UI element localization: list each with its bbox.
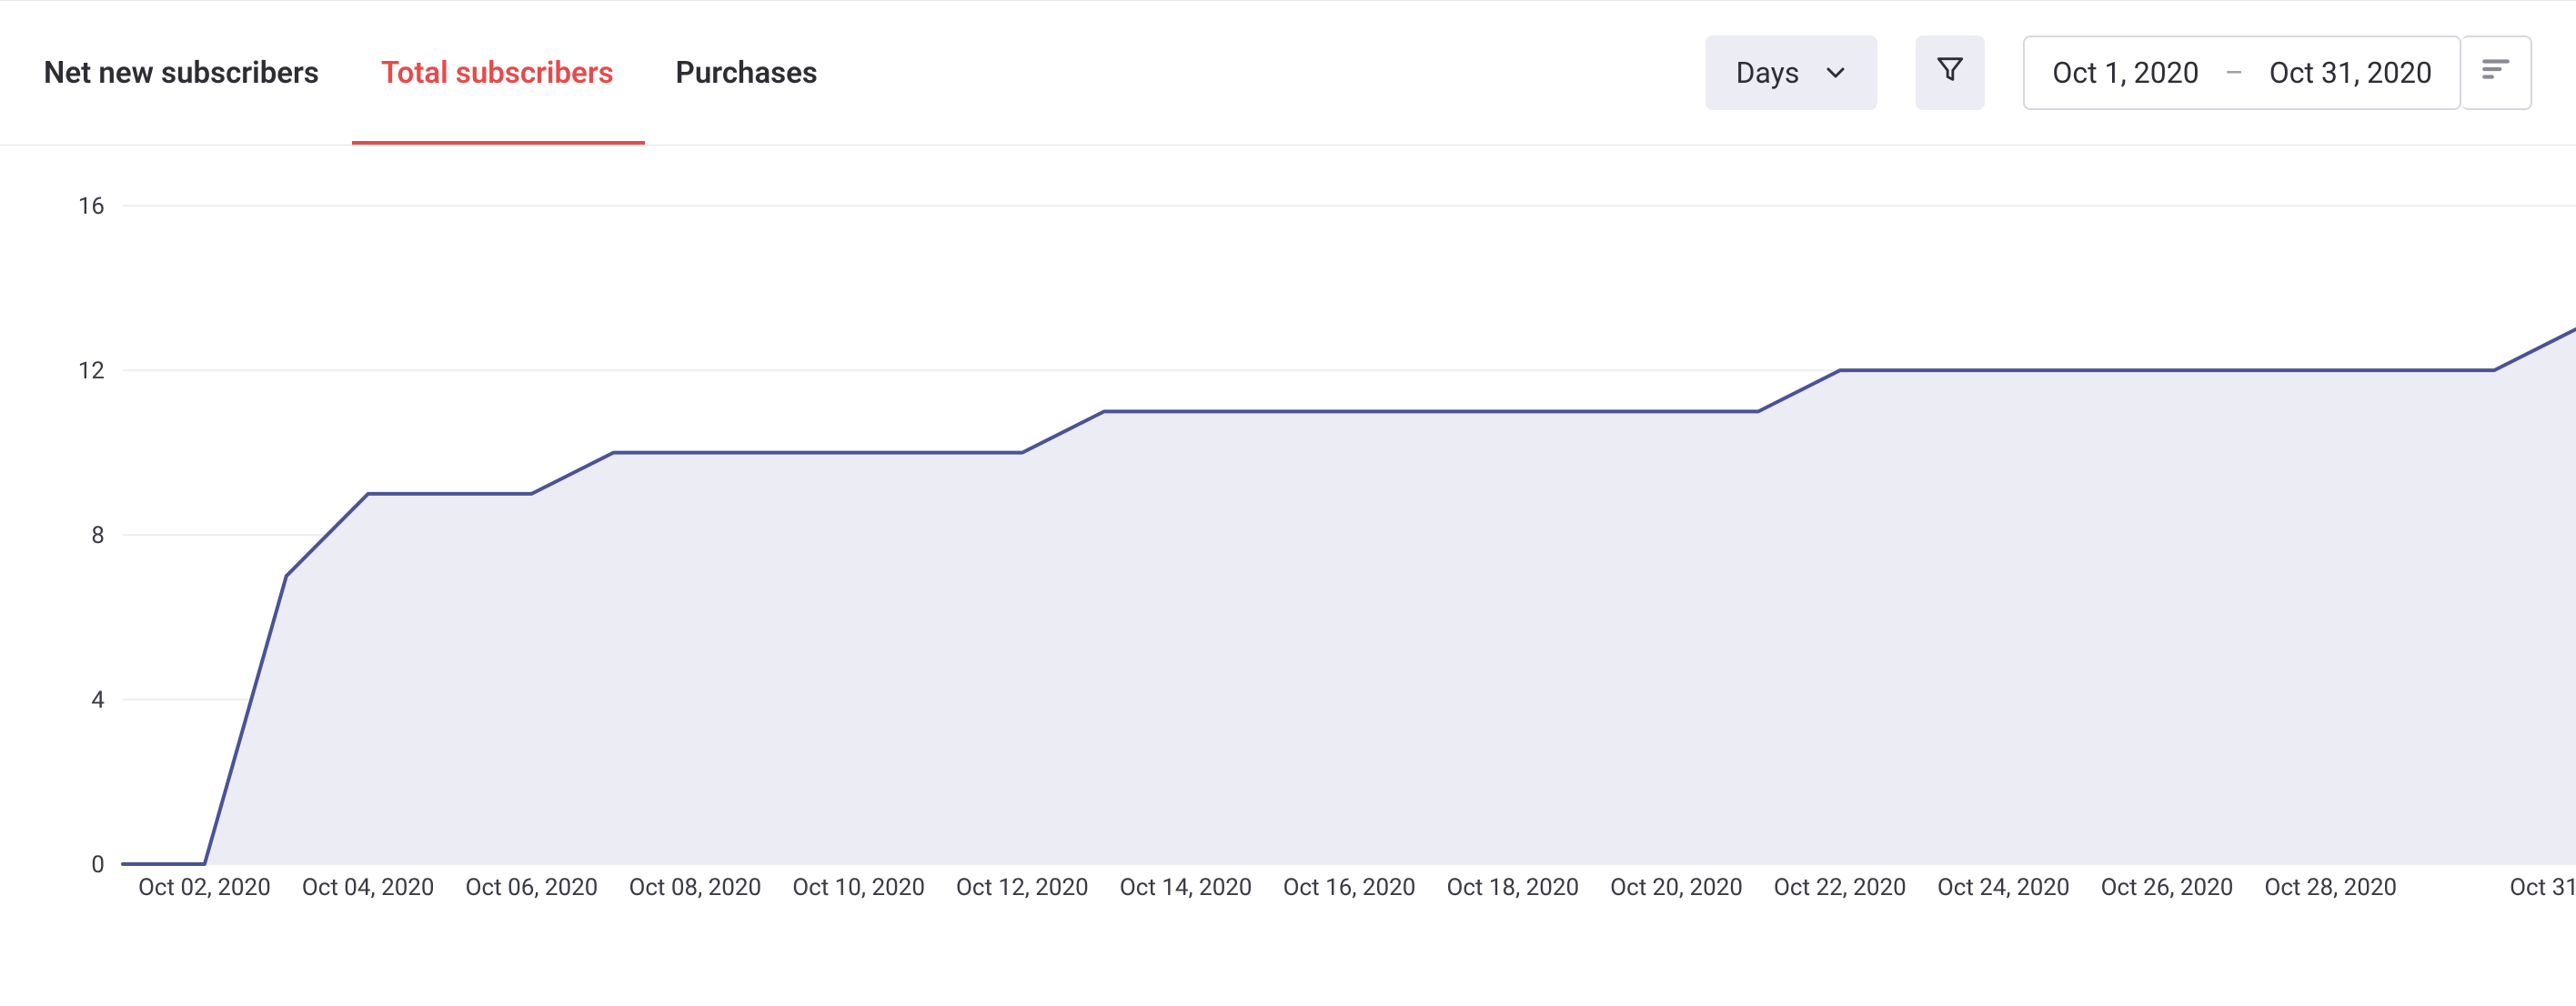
x-axis-tick-label: Oct 14, 2020 (1120, 874, 1253, 901)
x-axis-tick-label: Oct 22, 2020 (1774, 874, 1907, 901)
tab-total-subscribers[interactable]: Total subscribers (381, 1, 614, 145)
x-axis-tick-label: Oct 18, 2020 (1446, 874, 1579, 901)
date-start: Oct 1, 2020 (2052, 55, 2199, 90)
toolbar-controls: Days Oct 1, 2020 – Oct 31, 2020 (1706, 35, 2532, 110)
x-axis-tick-label: Oct 08, 2020 (629, 874, 761, 901)
y-axis-tick-label: 16 (78, 193, 105, 220)
chevron-down-icon (1825, 62, 1846, 84)
total-subscribers-chart: 0 4 8 12 16 Oct 02, 2020 Oct 04, 2020 Oct 06, … (0, 146, 2576, 1006)
tabs: Net new subscribers Total subscribers Pu… (44, 1, 818, 145)
toolbar: Net new subscribers Total subscribers Pu… (0, 0, 2576, 146)
x-axis-tick-label: Oct 20, 2020 (1610, 874, 1743, 901)
x-axis-tick-label: Oct 26, 2020 (2101, 874, 2234, 901)
granularity-label: Days (1736, 55, 1800, 90)
x-axis-tick-label: Oct 10, 2020 (792, 874, 925, 901)
y-axis-tick-label: 4 (91, 687, 105, 714)
date-separator: – (2225, 55, 2244, 90)
tab-purchases[interactable]: Purchases (676, 1, 818, 145)
filter-icon (1935, 54, 1966, 92)
date-range-group: Oct 1, 2020 – Oct 31, 2020 (2023, 35, 2532, 110)
granularity-dropdown[interactable]: Days (1706, 35, 1878, 110)
sort-button[interactable] (2461, 35, 2532, 110)
x-axis-tick-label: Oct 02, 2020 (138, 874, 271, 901)
tab-net-new-subscribers[interactable]: Net new subscribers (44, 1, 319, 145)
date-end: Oct 31, 2020 (2269, 55, 2432, 90)
y-axis-tick-label: 0 (91, 851, 105, 879)
filter-button[interactable] (1916, 35, 1985, 110)
sort-icon (2480, 54, 2511, 92)
x-axis-tick-label: Oct 24, 2020 (1937, 874, 2070, 901)
x-axis-tick-label: Oct 16, 2020 (1283, 874, 1416, 901)
x-axis-tick-label: Oct 28, 2020 (2264, 874, 2397, 901)
x-axis-tick-label: Oct 12, 2020 (956, 874, 1089, 901)
y-axis-tick-label: 12 (78, 357, 105, 385)
x-axis-tick-label: Oct 31, 2020 (2510, 874, 2576, 901)
x-axis-tick-label: Oct 04, 2020 (302, 874, 435, 901)
x-axis-tick-label: Oct 06, 2020 (466, 874, 599, 901)
date-range-picker[interactable]: Oct 1, 2020 – Oct 31, 2020 (2023, 35, 2461, 110)
chart-area: 0 4 8 12 16 Oct 02, 2020 Oct 04, 2020 Oct 06, … (0, 146, 2576, 1006)
y-axis-tick-label: 8 (91, 522, 105, 549)
